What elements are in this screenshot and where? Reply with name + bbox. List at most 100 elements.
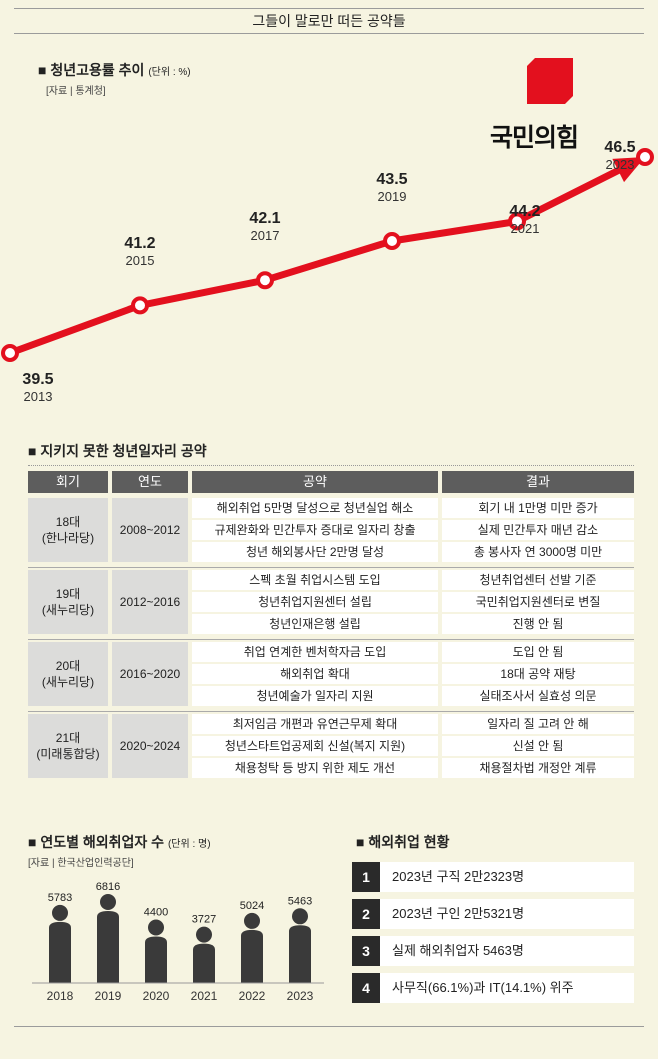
pledge-cell: 청년예술가 일자리 지원 — [192, 686, 438, 706]
data-point — [1, 344, 19, 362]
point-label: 42.1 2017 — [235, 210, 295, 243]
bullet-square-icon: ■ — [28, 443, 37, 459]
status-item-number: 1 — [352, 862, 380, 892]
bar-category-label: 2023 — [287, 989, 314, 1003]
years-cell: 2012~2016 — [112, 570, 188, 634]
bar-value-label: 6816 — [96, 881, 120, 893]
person-head-icon — [148, 919, 164, 936]
pledge-cell: 취업 연계한 벤처학자금 도입 — [192, 642, 438, 662]
bullet-square-icon: ■ — [356, 834, 365, 850]
point-label: 43.5 2019 — [362, 171, 422, 204]
session-label: 18대 — [55, 515, 81, 529]
result-cell: 진행 안 됨 — [442, 614, 634, 634]
bar-value-label: 5463 — [288, 895, 312, 907]
employment-title-block: ■ 청년고용률 추이 (단위 : %) — [38, 60, 191, 80]
bar-value-label: 4400 — [144, 907, 168, 919]
pledge-cell: 최저임금 개편과 유연근무제 확대 — [192, 714, 438, 734]
bar — [145, 936, 167, 983]
result-cell: 회기 내 1만명 미만 증가 — [442, 498, 634, 518]
bullet-square-icon: ■ — [28, 834, 37, 850]
data-point — [256, 271, 274, 290]
status-item-number: 4 — [352, 973, 380, 1003]
pledges-title: 지키지 못한 청년일자리 공약 — [40, 443, 207, 459]
point-year: 2013 — [23, 389, 53, 404]
table-header-session: 회기 — [28, 471, 108, 493]
status-title-block: ■ 해외취업 현황 — [356, 832, 450, 852]
data-point — [636, 148, 654, 166]
status-item: 1 2023년 구직 2만2323명 — [352, 862, 634, 892]
status-item: 2 2023년 구인 2만5321명 — [352, 899, 634, 929]
person-head-icon — [52, 904, 68, 921]
result-cell: 채용절차법 개정안 계류 — [442, 758, 634, 778]
person-head-icon — [196, 926, 212, 943]
session-label: 20대 — [55, 659, 81, 673]
pledge-cell: 청년스타트업공제회 신설(복지 지원) — [192, 736, 438, 756]
group-separator — [28, 711, 634, 712]
bar — [49, 921, 71, 983]
session-cell: 19대 (새누리당) — [28, 570, 108, 634]
pledge-cell: 해외취업 확대 — [192, 664, 438, 684]
bar-value-label: 5024 — [240, 900, 264, 912]
bar — [193, 943, 215, 983]
point-year: 2017 — [250, 228, 280, 244]
overseas-unit: (단위 : 명) — [167, 839, 211, 850]
session-cell: 21대 (미래통합당) — [28, 714, 108, 778]
bar — [97, 911, 119, 983]
data-point — [383, 232, 401, 250]
arrow-head-icon — [612, 157, 645, 183]
divider — [28, 465, 634, 466]
status-item-number: 3 — [352, 936, 380, 966]
pledge-cell: 채용청탁 등 방지 위한 제도 개선 — [192, 758, 438, 778]
result-cell: 도입 안 됨 — [442, 642, 634, 662]
status-item-text: 실제 해외취업자 5463명 — [392, 943, 524, 958]
bullet-square-icon: ■ — [38, 62, 47, 78]
person-head-icon — [292, 908, 308, 925]
bottom-divider — [14, 1026, 644, 1027]
point-year: 2015 — [125, 253, 155, 269]
party-label: (한나라당) — [41, 531, 95, 545]
result-cell: 일자리 질 고려 안 해 — [442, 714, 634, 734]
bar-value-label: 3727 — [192, 914, 216, 926]
point-label: 44.2 2021 — [495, 203, 555, 236]
party-label: (새누리당) — [41, 675, 95, 689]
status-title: 해외취업 현황 — [368, 834, 450, 850]
party-label: (미래통합당) — [36, 747, 100, 761]
pledge-cell: 청년 해외봉사단 2만명 달성 — [192, 542, 438, 562]
point-year: 2019 — [377, 189, 407, 204]
pledge-cell: 스펙 초월 취업시스템 도입 — [192, 570, 438, 590]
party-logo-text: 국민의힘 — [490, 124, 579, 152]
result-cell: 실제 민간투자 매년 감소 — [442, 520, 634, 540]
employment-source: [자료 | 통계청] — [46, 86, 106, 97]
status-item: 4 사무직(66.1%)과 IT(14.1%) 위주 — [352, 973, 634, 1003]
bar-category-label: 2020 — [143, 989, 170, 1003]
bar-category-label: 2022 — [239, 989, 266, 1003]
result-cell: 18대 공약 재탕 — [442, 664, 634, 684]
point-label: 41.2 2015 — [110, 235, 170, 268]
status-item-text: 2023년 구직 2만2323명 — [392, 869, 525, 884]
status-item-text: 사무직(66.1%)과 IT(14.1%) 위주 — [392, 980, 574, 995]
data-point — [131, 296, 149, 315]
bar — [241, 929, 263, 983]
table-header-result: 결과 — [442, 471, 634, 493]
party-logo — [527, 58, 573, 104]
employment-title: 청년고용률 추이 — [50, 62, 145, 78]
person-head-icon — [100, 894, 116, 910]
employment-unit: (단위 : %) — [148, 67, 191, 78]
years-cell: 2008~2012 — [112, 498, 188, 562]
bar-value-label: 5783 — [48, 892, 72, 904]
result-cell: 국민취업지원센터로 변질 — [442, 592, 634, 612]
result-cell: 총 봉사자 연 3000명 미만 — [442, 542, 634, 562]
point-value: 43.5 — [376, 171, 408, 188]
years-cell: 2020~2024 — [112, 714, 188, 778]
point-value: 46.5 — [604, 139, 636, 156]
status-item-text: 2023년 구인 2만5321명 — [392, 906, 525, 921]
employment-line — [8, 153, 647, 357]
point-label: 46.5 2023 — [590, 139, 650, 172]
person-head-icon — [244, 912, 260, 929]
result-cell: 신설 안 됨 — [442, 736, 634, 756]
group-separator — [28, 639, 634, 640]
overseas-title: 연도별 해외취업자 수 — [40, 834, 165, 850]
pledge-cell: 규제완화와 민간투자 증대로 일자리 창출 — [192, 520, 438, 540]
party-logo-mark-icon — [527, 58, 573, 104]
session-label: 21대 — [55, 731, 81, 745]
